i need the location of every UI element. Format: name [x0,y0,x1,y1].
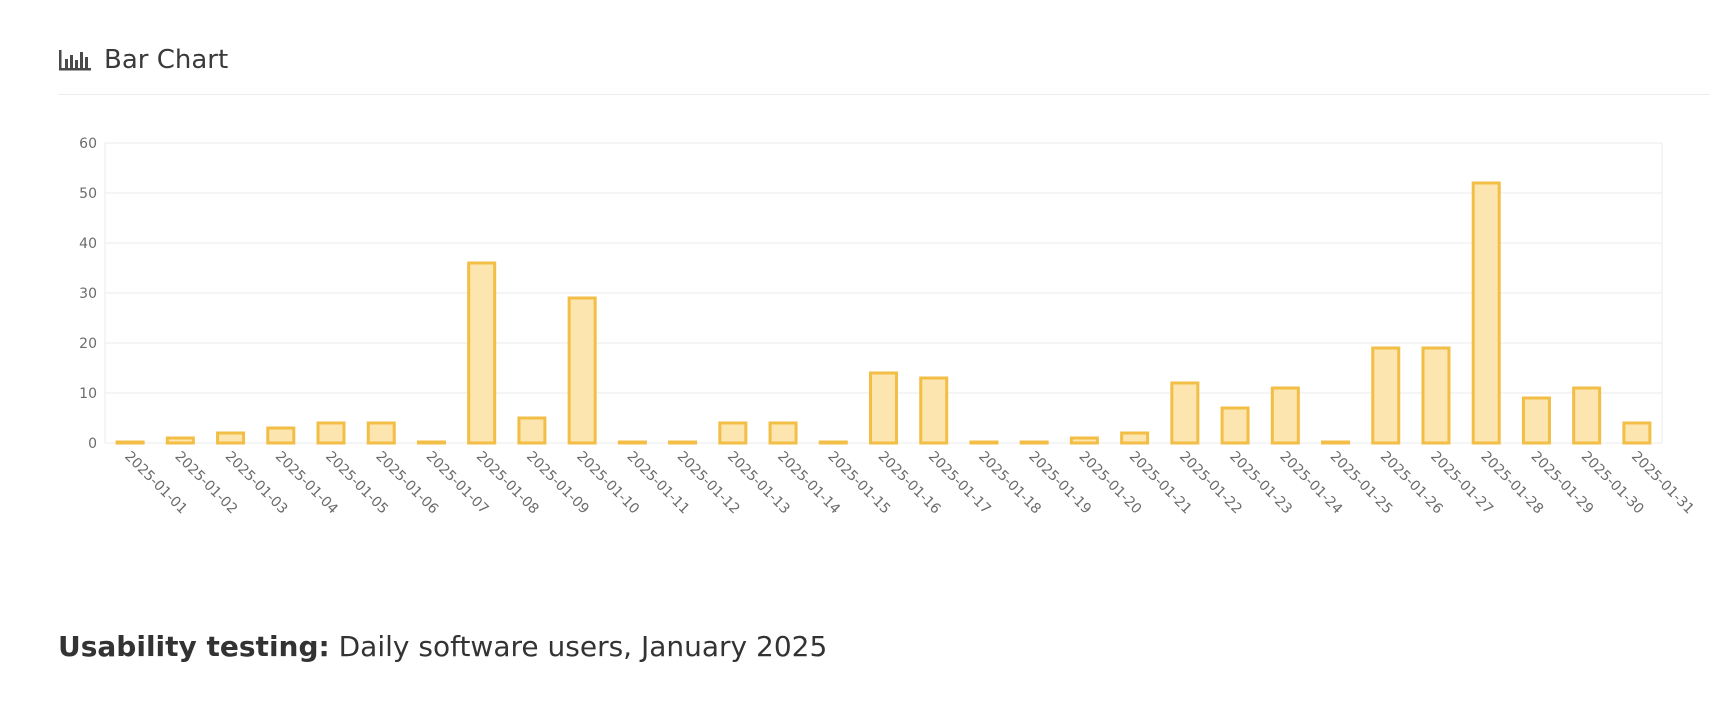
bar-2025-01-25[interactable] [1321,440,1351,445]
grid-lines [104,142,1663,444]
bar-2025-01-04[interactable] [266,426,296,445]
y-tick-label: 0 [88,436,97,452]
bar-2025-01-02[interactable] [165,436,195,445]
bar-2025-01-27[interactable] [1421,346,1451,445]
bar-2025-01-08[interactable] [467,261,497,445]
x-axis-ticks: 2025-01-012025-01-022025-01-032025-01-04… [121,449,1697,518]
bar-chart: 0 10 20 30 40 50 60 2025-01-012025-01-022025-0… [79,136,1697,518]
bar-2025-01-18[interactable] [969,440,999,445]
card-header: Bar Chart [58,38,1710,82]
bar-2025-01-07[interactable] [416,440,446,445]
bars [115,181,1652,445]
bar-2025-01-24[interactable] [1270,386,1300,445]
bar-2025-01-15[interactable] [818,440,848,445]
y-tick-label: 20 [79,336,97,352]
y-tick-label: 30 [79,286,97,302]
y-tick-label: 10 [79,386,97,402]
bar-2025-01-19[interactable] [1019,440,1049,445]
y-tick-label: 40 [79,236,97,252]
bar-2025-01-06[interactable] [366,421,396,445]
bar-2025-01-09[interactable] [517,416,547,445]
bar-2025-01-16[interactable] [869,371,898,445]
bar-2025-01-31[interactable] [1622,421,1652,445]
bar-2025-01-01[interactable] [115,440,145,445]
bar-2025-01-14[interactable] [768,421,798,445]
bar-chart-icon [58,47,92,73]
bar-2025-01-12[interactable] [668,440,698,445]
bar-2025-01-13[interactable] [718,421,748,445]
bar-2025-01-26[interactable] [1371,346,1401,445]
y-tick-label: 60 [79,136,97,152]
bar-2025-01-22[interactable] [1170,381,1200,445]
y-tick-label: 50 [79,186,97,202]
chart-caption: Usability testing: Daily software users,… [58,630,827,663]
bar-2025-01-28[interactable] [1471,181,1501,445]
chart-card-title: Bar Chart [104,45,229,75]
bar-2025-01-30[interactable] [1572,386,1602,445]
bar-2025-01-29[interactable] [1521,396,1551,445]
bar-2025-01-21[interactable] [1120,431,1150,445]
caption-text: Daily software users, January 2025 [329,630,828,663]
bar-2025-01-23[interactable] [1220,406,1250,445]
y-axis-ticks: 0 10 20 30 40 50 60 [79,136,97,452]
caption-label: Usability testing: [58,630,330,663]
bar-2025-01-03[interactable] [216,431,246,445]
bar-2025-01-11[interactable] [617,440,647,445]
bar-2025-01-17[interactable] [919,376,949,445]
bar-2025-01-05[interactable] [316,421,346,445]
header-divider [58,94,1710,95]
bar-2025-01-10[interactable] [567,296,597,445]
bar-2025-01-20[interactable] [1069,436,1099,445]
